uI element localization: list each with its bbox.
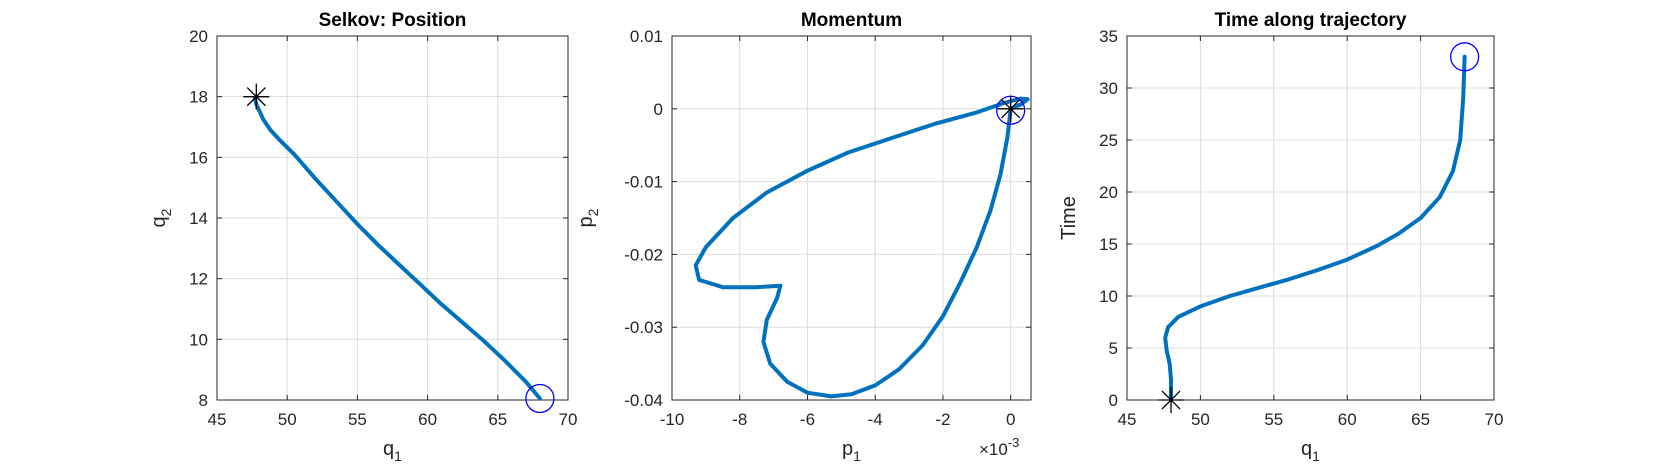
y-tick-label: -0.01 [624, 173, 663, 192]
asterisk-stroke [246, 87, 266, 107]
y-axis-label: Time [1058, 196, 1080, 240]
end-asterisk-marker [997, 95, 1024, 122]
start-circle-marker [1449, 42, 1480, 72]
y-tick-label: 5 [1109, 339, 1118, 358]
y-axis-label-subscript: 2 [585, 208, 601, 216]
y-tick-label: 20 [189, 27, 208, 46]
y-tick-label: 15 [1099, 235, 1118, 254]
x-tick-label: 45 [208, 410, 227, 429]
y-tick-label: 0.01 [630, 27, 663, 46]
plot-area [1127, 36, 1494, 400]
x-tick-label: 55 [1264, 410, 1283, 429]
y-tick-label: 16 [189, 148, 208, 167]
time-plot: 45 50 55 60 65 70 0 5 10 15 20 25 30 35 Time along tra… [1058, 10, 1503, 464]
end-asterisk-marker [243, 83, 270, 110]
x-exponent-power: -3 [1008, 435, 1020, 450]
y-tick-label: 20 [1099, 183, 1118, 202]
x-tick-label: 60 [1338, 410, 1357, 429]
y-tick-label: -0.03 [624, 318, 663, 337]
x-exponent-label: ×10-3 [979, 435, 1019, 459]
y-axis-label-main: p [575, 216, 597, 227]
axes-frame [1126, 35, 1495, 401]
y-tick-label: 8 [199, 391, 208, 410]
trajectory-line [693, 96, 1030, 399]
asterisk-stroke [1001, 99, 1021, 119]
x-axis-label: p1 [842, 438, 861, 464]
chart-title: Time along trajectory [1215, 10, 1407, 31]
y-axis-label: p2 [575, 208, 601, 227]
x-tick-label: 50 [1191, 410, 1210, 429]
axes-frame [671, 35, 1032, 401]
x-tick-label: 60 [418, 410, 437, 429]
chart-title: Selkov: Position [319, 10, 467, 31]
y-tick-label: 10 [1099, 287, 1118, 306]
x-axis-label-main: p [842, 438, 853, 460]
start-circle-marker [525, 383, 555, 414]
x-tick-label: 65 [1411, 410, 1430, 429]
y-axis-label: q2 [148, 208, 174, 227]
chart-title: Momentum [801, 10, 902, 31]
x-axis-label: q1 [1301, 438, 1320, 464]
y-tick-label: 30 [1099, 79, 1118, 98]
axes-frame [216, 35, 569, 401]
x-tick-label: 50 [278, 410, 297, 429]
y-tick-label: 10 [189, 330, 208, 349]
x-tick-label: -10 [660, 410, 685, 429]
y-axis-label-main: Time [1058, 196, 1080, 240]
trajectory-line [1163, 54, 1467, 402]
x-exponent-base: ×10 [979, 440, 1008, 459]
x-tick-label: 0 [1006, 410, 1015, 429]
y-axis-label-main: q [148, 216, 170, 227]
x-tick-label: -2 [935, 410, 950, 429]
x-axis-label-subscript: 1 [853, 448, 861, 464]
x-axis-label-subscript: 1 [394, 448, 402, 464]
y-tick-label: 35 [1099, 27, 1118, 46]
x-tick-label: 55 [348, 410, 367, 429]
x-axis-label: q1 [383, 438, 402, 464]
x-tick-label: -8 [732, 410, 747, 429]
x-tick-label: 70 [1485, 410, 1504, 429]
y-tick-label: -0.04 [624, 391, 663, 410]
x-tick-label: -4 [868, 410, 883, 429]
y-tick-label: -0.02 [624, 245, 663, 264]
y-tick-label: 25 [1099, 131, 1118, 150]
trajectory-line [252, 94, 542, 401]
x-axis-label-main: q [1301, 438, 1312, 460]
plot-area [672, 36, 1031, 400]
x-tick-label: 65 [488, 410, 507, 429]
y-tick-label: 0 [1109, 391, 1118, 410]
x-tick-label: 70 [559, 410, 578, 429]
x-tick-label: 45 [1118, 410, 1137, 429]
end-asterisk-marker [1158, 387, 1185, 413]
x-tick-label: -6 [800, 410, 815, 429]
x-axis-label-subscript: 1 [1312, 448, 1320, 464]
y-axis-label-subscript: 2 [158, 208, 174, 216]
asterisk-stroke [1161, 390, 1181, 410]
y-tick-label: 14 [189, 209, 208, 228]
y-tick-label: 18 [189, 88, 208, 107]
momentum-plot: -10 -8 -6 -4 -2 0 -0.04 -0.03 -0.02 -0.01 0 0.01 Mom… [575, 10, 1032, 464]
x-axis-label-main: q [383, 438, 394, 460]
y-tick-label: 12 [189, 270, 208, 289]
y-tick-label: 0 [654, 100, 663, 119]
